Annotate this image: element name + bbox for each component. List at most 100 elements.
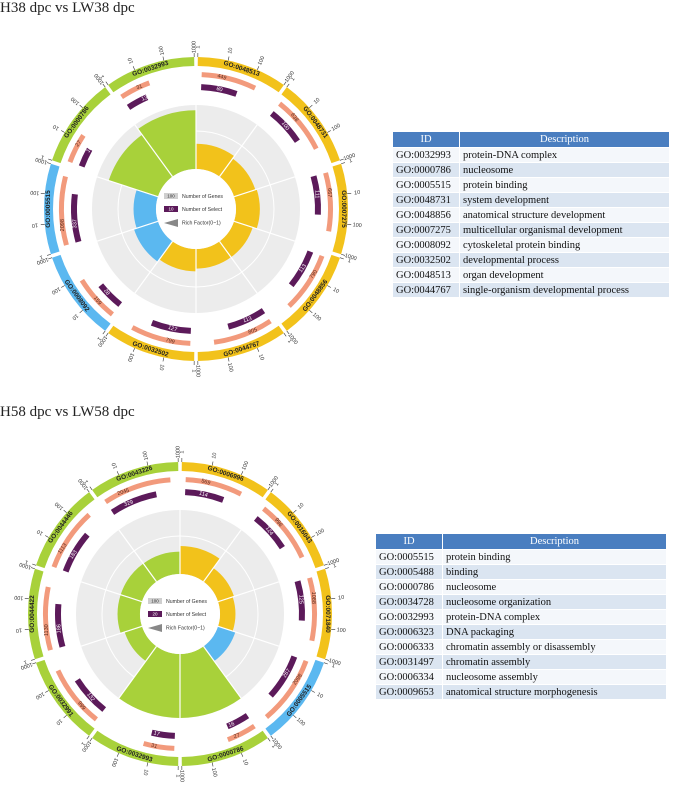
outer-segment-go-0006996 [181,462,268,498]
cell-go-id: GO:0006323 [375,624,443,640]
scale-tick-label: 1000 [178,770,184,782]
legend-genes-sample: 100 [167,194,175,199]
outer-segment-go-0032993 [92,730,179,766]
scale-tick [267,486,271,491]
cell-go-id: GO:0005515 [375,549,443,565]
scale-tick [311,690,315,693]
genes-bar [226,723,256,743]
scale-tick-label: 100 [336,627,346,634]
genes-value-label: 27 [75,140,83,148]
select-value-label: 111 [314,190,320,198]
segment-divider [96,176,159,198]
scale-tick-label: 10 [332,287,340,295]
scale-tick-label: 10 [316,692,324,700]
scale-tick-label: 1000 [194,365,200,377]
scale-tick [89,486,93,491]
segment-divider [80,625,143,647]
genes-bar [67,134,86,163]
select-bar [227,308,266,330]
rich-factor-wedge [219,221,253,258]
table-row: GO:0048731 system development [392,192,670,208]
cell-description: anatomical structure morphogenesis [442,684,667,700]
genes-bar [58,175,69,246]
scale-tick-label: 10 [52,123,60,131]
scale-tick [327,285,331,288]
scale-tick-label: 1 [332,563,337,570]
genes-bar [55,669,98,722]
cell-go-id: GO:0006334 [375,669,443,685]
select-value-label: 186 [56,624,62,633]
scale-tick-label: 100 [50,285,61,295]
scale-tick [286,83,290,88]
cell-description: anatomical structure development [459,207,670,223]
select-value-label: 13 [141,95,149,103]
scale-tick-label: 100 [331,123,342,133]
rich-factor-wedge [134,221,173,262]
scale-tick [293,509,297,513]
scale-tick [162,56,165,61]
scale-tick-label: 10 [55,717,64,726]
scale-tick-label: 1000 [35,156,48,165]
cell-go-id: GO:0032993 [375,609,443,625]
outer-segment-go-0048731 [281,87,340,164]
outer-segment-go-0043226 [92,462,179,498]
legend-select-swatch [148,611,162,617]
genes-value-label: 449 [216,73,227,82]
genes-bar [42,586,53,651]
scale-tick [323,662,328,665]
column-header-id: ID [392,131,460,148]
genes-value-label: 999 [76,700,86,711]
genes-bar [185,477,243,497]
scale-tick-label: 1 [191,369,197,372]
scale-tick [48,257,53,260]
scale-tick-label: 10 [158,364,165,371]
scale-tick [309,310,313,314]
scale-tick-label: 1000 [191,41,197,53]
scale-tick [256,347,260,352]
genes-bar [79,278,114,317]
genes-value-label: 31 [150,743,158,751]
segment-divider [134,241,173,294]
center-legend-bg [140,574,220,654]
cell-go-id: GO:0048731 [392,192,460,208]
chart-1-circos: 1101001000GO:0048513449801101001000GO:00… [30,41,362,377]
scale-tick-label: 10 [36,528,44,536]
scale-tick [105,81,109,86]
scale-tick-label: 10 [257,353,265,361]
scale-tick [270,488,274,493]
select-bar [294,580,306,621]
rich-factor-wedge [117,594,142,634]
scale-tick-label: 100 [34,690,45,700]
legend-rich-swatch [164,219,178,227]
scale-tick-label: 10 [71,312,80,321]
scale-tick [132,66,136,71]
scale-tick-label: 100 [110,757,119,768]
cell-description: protein-DNA complex [442,609,667,625]
select-bar [126,94,149,110]
scale-tick [339,257,344,260]
select-value-label: 114 [198,490,208,498]
go-id-label: GO:0032993 [115,745,153,763]
select-bar [150,319,191,334]
scale-tick [325,567,330,570]
go-id-label: GO:0032502 [131,340,169,358]
scale-tick [102,330,106,335]
scale-tick [116,752,120,757]
table-row: GO:0032993 protein-DNA complex [375,609,667,625]
select-value-label: 16 [228,721,236,729]
outer-segment-go-0048513 [197,57,284,93]
scale-tick [61,130,65,133]
scale-tick [30,658,35,661]
select-bar [268,655,298,698]
select-value-label: 10 [86,146,94,154]
genes-bar [307,577,317,642]
scale-tick-label: 1 [80,741,87,747]
outer-segment-go-0032991 [36,659,95,736]
select-bar [78,147,93,168]
select-value-label: 113 [242,316,252,324]
cell-go-id: GO:0048513 [392,267,460,283]
outer-segment-go-0048856 [281,254,340,331]
scale-tick-label: 1 [96,336,103,342]
cell-go-id: GO:0006333 [375,639,443,655]
scale-tick [30,567,35,570]
